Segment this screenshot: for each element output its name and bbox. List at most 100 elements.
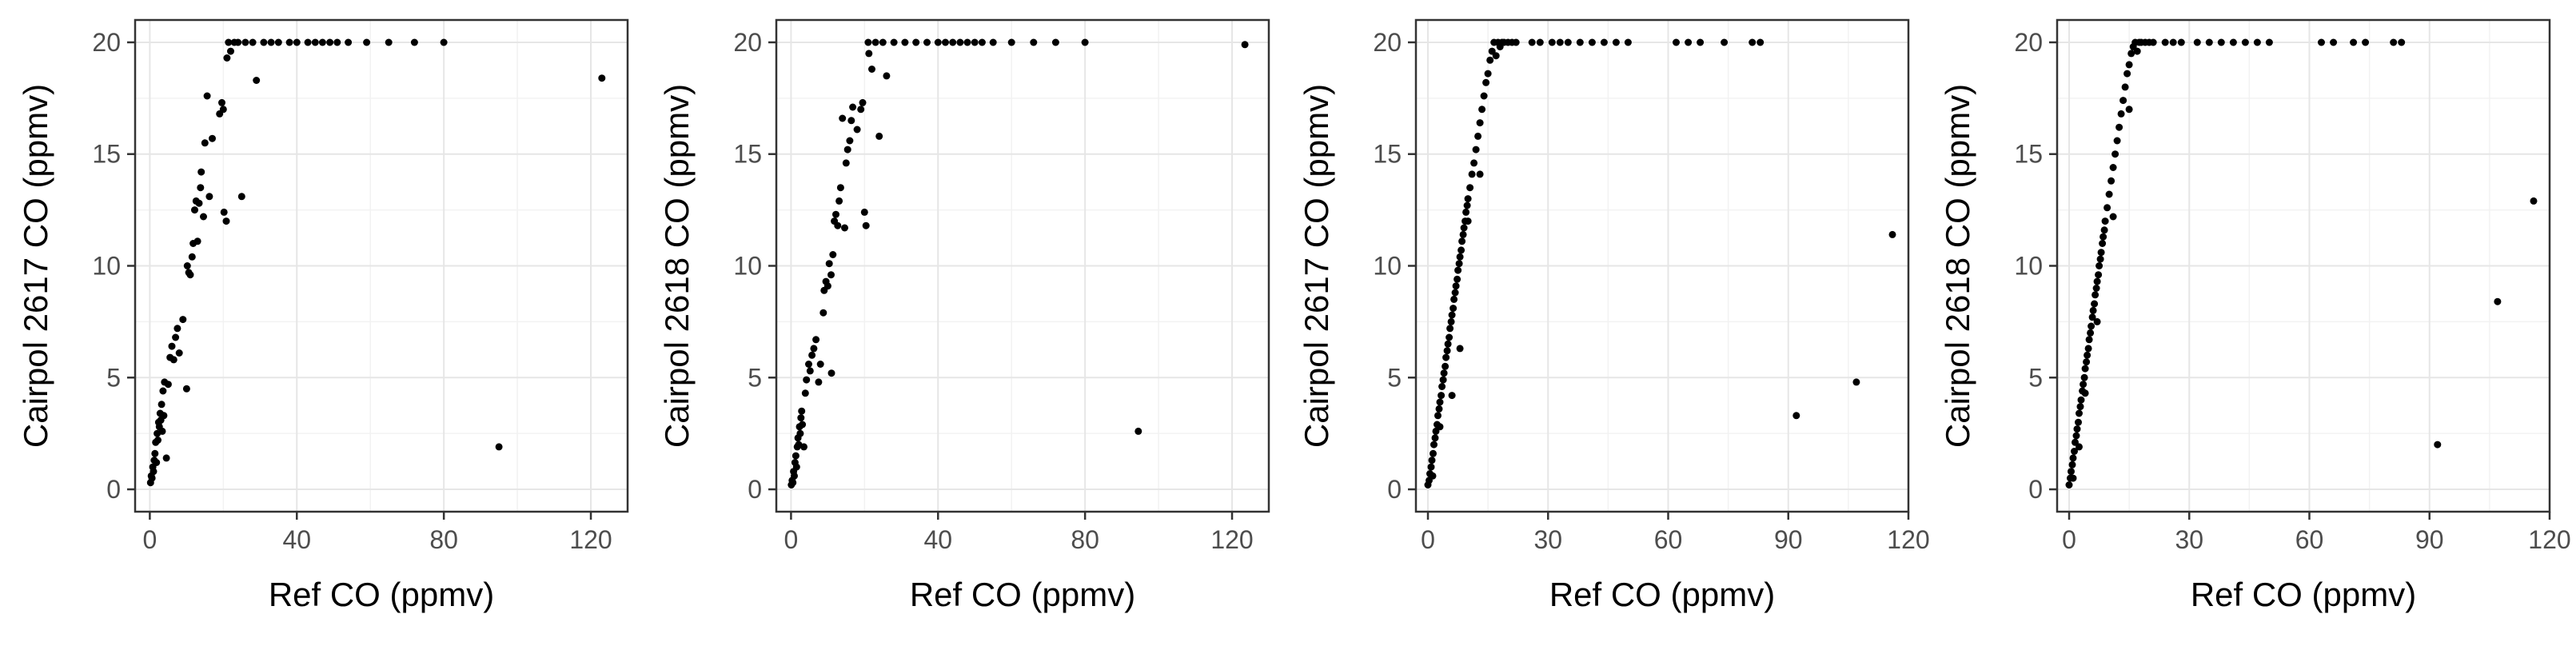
data-point: [808, 351, 816, 359]
scatter-panel: 0 40 80 120 0 5 10 15 20 Ref CO (ppmv) Cairpol 261…: [17, 18, 629, 613]
data-point: [2089, 306, 2097, 314]
data-point: [827, 369, 835, 377]
data-point: [260, 38, 268, 46]
data-point: [2530, 197, 2538, 205]
data-point: [827, 271, 835, 279]
data-point: [153, 459, 161, 466]
x-tick-label: 120: [1210, 525, 1253, 554]
data-point: [2099, 233, 2107, 241]
data-point: [1512, 38, 1520, 46]
x-tick-label: 80: [1071, 525, 1099, 554]
data-point: [218, 98, 225, 106]
data-point: [2330, 38, 2338, 46]
data-point: [1486, 56, 1494, 64]
data-point: [868, 66, 875, 73]
data-point: [1241, 41, 1249, 49]
data-point: [2073, 425, 2081, 433]
data-point: [1429, 472, 1437, 480]
data-point: [2095, 271, 2103, 279]
data-point: [1588, 38, 1596, 46]
data-point: [267, 38, 275, 46]
x-tick-label: 120: [569, 525, 612, 554]
data-point: [1685, 38, 1693, 46]
data-point: [792, 463, 800, 471]
data-point: [971, 38, 979, 46]
y-tick-label: 0: [2028, 475, 2043, 504]
data-point: [1492, 52, 1500, 60]
data-point: [2434, 441, 2442, 449]
data-point: [159, 387, 167, 395]
y-tick-label: 0: [748, 475, 762, 504]
data-point: [2123, 70, 2131, 78]
data-point: [1434, 412, 1442, 420]
data-point: [2084, 351, 2092, 359]
data-point: [832, 210, 839, 218]
data-point: [200, 213, 207, 221]
data-point: [2111, 150, 2119, 158]
data-point: [849, 103, 857, 111]
y-tick-label: 5: [2028, 363, 2043, 392]
data-point: [1081, 38, 1089, 46]
data-point: [2071, 448, 2078, 455]
data-point: [2068, 468, 2075, 476]
data-point: [841, 224, 848, 232]
data-point: [1449, 305, 1457, 313]
data-point: [169, 356, 177, 364]
x-tick-label: 40: [923, 525, 952, 554]
data-point: [1443, 347, 1451, 355]
data-point: [168, 342, 176, 350]
data-point: [2205, 38, 2213, 46]
data-point: [158, 427, 166, 435]
data-point: [2265, 38, 2273, 46]
data-point: [154, 437, 161, 444]
data-point: [806, 367, 814, 375]
data-point: [2088, 322, 2095, 330]
x-tick-label: 0: [1421, 525, 1435, 554]
data-point: [2099, 240, 2107, 247]
data-point: [410, 38, 418, 46]
data-point: [792, 452, 800, 460]
y-tick-label: 15: [92, 140, 121, 169]
data-point: [1456, 345, 1464, 353]
data-point: [2125, 106, 2133, 114]
data-point: [2097, 249, 2105, 257]
data-point: [812, 336, 820, 344]
data-point: [1749, 38, 1757, 46]
x-axis-title: Ref CO (ppmv): [910, 576, 1135, 613]
data-point: [234, 38, 242, 46]
y-tick-label: 20: [1373, 28, 1402, 57]
data-point: [179, 316, 187, 324]
data-point: [2081, 389, 2089, 397]
scatter-panel: 0 30 60 90 120 0 5 10 15 20 Ref CO (ppmv) Cairpol 2…: [1298, 18, 1930, 613]
data-point: [227, 47, 234, 55]
data-point: [311, 38, 319, 46]
data-point: [2083, 358, 2091, 366]
data-point: [1458, 237, 1466, 245]
data-point: [1427, 463, 1435, 471]
data-point: [2119, 97, 2127, 105]
data-point: [345, 38, 353, 46]
data-point: [495, 443, 503, 451]
x-axis-title: Ref CO (ppmv): [269, 576, 494, 613]
data-point: [810, 345, 818, 353]
data-point: [2217, 38, 2225, 46]
data-point: [2096, 255, 2104, 263]
data-point: [949, 38, 957, 46]
x-tick-label: 60: [1654, 525, 1683, 554]
data-point: [857, 106, 865, 114]
data-point: [1472, 146, 1480, 154]
data-point: [890, 38, 898, 46]
data-point: [304, 38, 312, 46]
data-point: [816, 361, 824, 368]
data-point: [2081, 365, 2089, 373]
data-point: [1721, 38, 1729, 46]
data-point: [1576, 38, 1584, 46]
data-point: [1430, 441, 1438, 449]
data-point: [1536, 38, 1544, 46]
data-point: [172, 333, 180, 341]
x-tick-label: 80: [429, 525, 458, 554]
data-point: [223, 54, 231, 62]
data-point: [963, 38, 971, 46]
data-point: [2100, 226, 2108, 234]
y-tick-label: 10: [2014, 252, 2043, 281]
